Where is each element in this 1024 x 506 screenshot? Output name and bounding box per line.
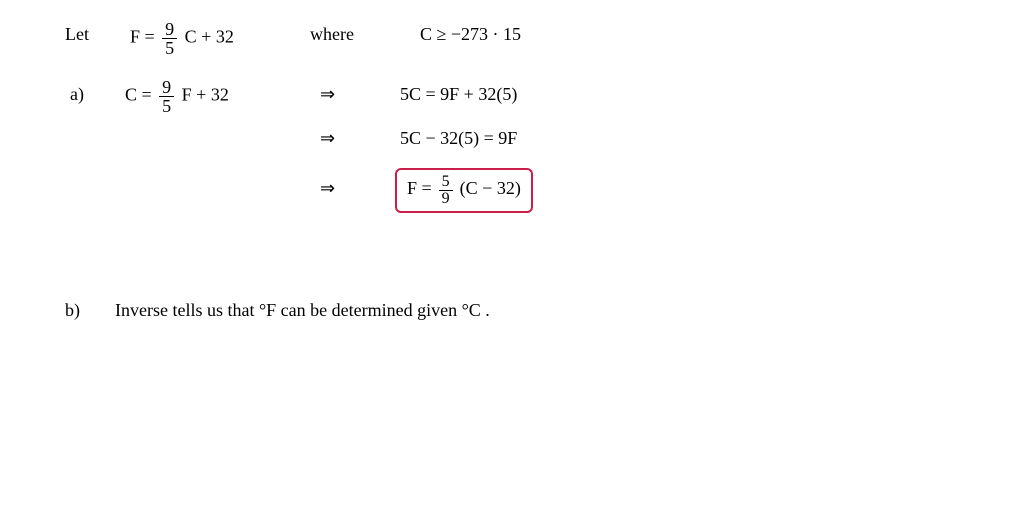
boxed-result: F = 5 9 (C − 32) (395, 168, 533, 213)
f-plus-32: F + 32 (182, 85, 229, 105)
frac-den: 5 (162, 39, 177, 57)
f-eq-text: F = (130, 27, 155, 47)
result-box: F = 5 9 (C − 32) (395, 168, 533, 213)
arrow-1: ⇒ (320, 84, 335, 105)
part-a-lhs: C = 9 5 F + 32 (125, 78, 229, 115)
part-a-label: a) (70, 84, 84, 105)
constraint: C ≥ −273 · 15 (420, 24, 521, 45)
fraction-9-5-a: 9 5 (159, 78, 174, 115)
frac-num-a: 9 (159, 78, 174, 97)
frac-den-a: 5 (159, 97, 174, 115)
step-1: 5C = 9F + 32(5) (400, 84, 517, 105)
result-f-eq: F = (407, 178, 432, 198)
part-b-text: Inverse tells us that °F can be determin… (115, 300, 490, 321)
fraction-9-5: 9 5 (162, 20, 177, 57)
result-num: 5 (439, 174, 453, 191)
c-eq-text: C = (125, 85, 152, 105)
step-2: 5C − 32(5) = 9F (400, 128, 517, 149)
where-word: where (310, 24, 354, 45)
result-rest: (C − 32) (460, 178, 521, 198)
frac-num: 9 (162, 20, 177, 39)
part-b-label: b) (65, 300, 80, 321)
arrow-2: ⇒ (320, 128, 335, 149)
line1-feq: F = 9 5 C + 32 (130, 20, 234, 57)
result-den: 9 (439, 191, 453, 207)
arrow-3: ⇒ (320, 178, 335, 199)
c-plus-32: C + 32 (185, 27, 234, 47)
fraction-5-9: 5 9 (439, 174, 453, 207)
let-word: Let (65, 24, 89, 45)
